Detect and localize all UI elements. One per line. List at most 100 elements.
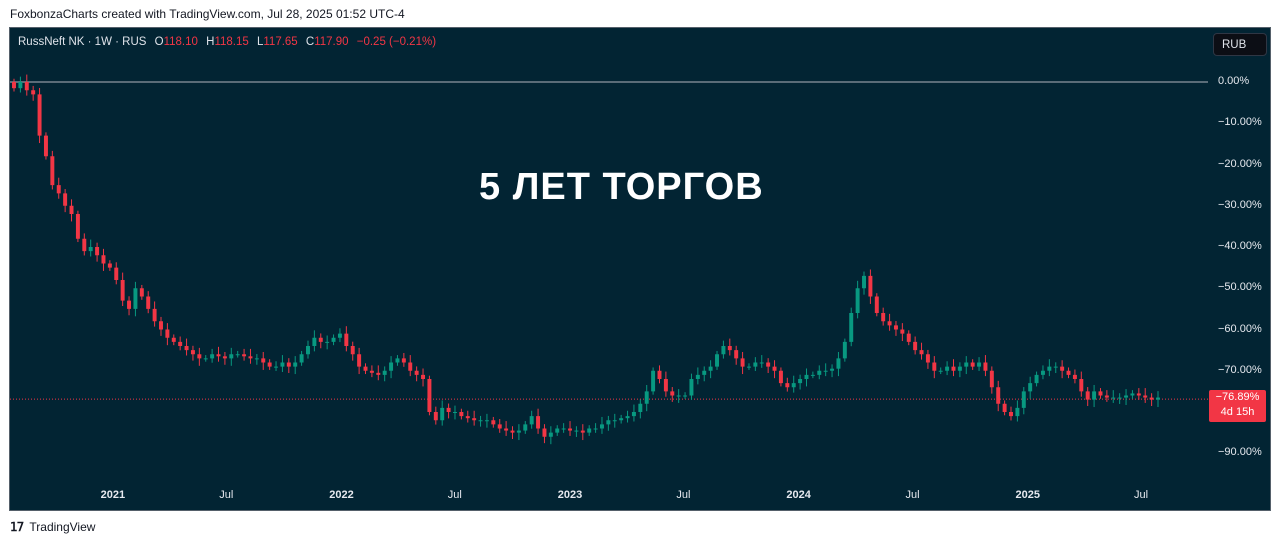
candle[interactable] [887,313,892,331]
candle[interactable] [139,284,144,300]
candle[interactable] [401,353,406,367]
candle[interactable] [830,364,835,378]
candle[interactable] [235,350,240,358]
candle[interactable] [50,150,55,190]
candle[interactable] [472,410,477,426]
candle[interactable] [286,358,291,374]
candle[interactable] [817,365,822,380]
candle[interactable] [478,415,483,427]
candle[interactable] [389,356,394,379]
candle[interactable] [977,357,982,371]
candle[interactable] [216,346,221,362]
candle[interactable] [491,416,496,428]
candle[interactable] [663,371,668,397]
candle[interactable] [318,333,323,349]
candle[interactable] [1028,376,1033,399]
candle[interactable] [893,321,898,336]
candle[interactable] [274,361,279,371]
candle[interactable] [919,342,924,360]
candle[interactable] [261,351,266,370]
candle[interactable] [43,132,48,160]
candle[interactable] [715,350,719,370]
currency-button[interactable]: RUB [1213,33,1267,56]
candle[interactable] [644,384,649,412]
symbol-label[interactable]: RussNeft NK · 1W · RUS [18,36,147,48]
candle[interactable] [862,271,866,295]
chart-plot[interactable] [10,28,1270,510]
candle[interactable] [293,356,298,375]
candle[interactable] [1002,400,1007,416]
candle[interactable] [657,365,662,384]
candle[interactable] [759,355,764,368]
candle[interactable] [427,375,432,416]
candle[interactable] [69,199,74,222]
candle[interactable] [1143,388,1148,403]
candle[interactable] [357,347,362,375]
candle[interactable] [1060,360,1065,379]
footer-brand[interactable]: 𝟣𝟩 TradingView [10,520,95,534]
candle[interactable] [325,335,330,350]
chart-frame[interactable]: RussNeft NK · 1W · RUS O118.10 H118.15 L… [9,27,1271,511]
candle[interactable] [766,358,771,374]
candle[interactable] [101,248,106,271]
candle[interactable] [350,341,355,361]
candle[interactable] [178,336,183,351]
candle[interactable] [146,291,151,314]
candle[interactable] [964,356,969,375]
candle[interactable] [63,189,68,213]
candle[interactable] [753,357,758,371]
candle[interactable] [785,377,790,392]
candle[interactable] [1111,390,1116,403]
candle[interactable] [504,421,509,436]
candle[interactable] [107,260,112,271]
candle[interactable] [1015,400,1020,422]
candle[interactable] [306,340,310,359]
candle[interactable] [1092,384,1097,408]
candle[interactable] [395,355,400,366]
candle[interactable] [56,177,61,199]
candle[interactable] [82,233,87,256]
candle[interactable] [75,210,80,243]
candle[interactable] [945,361,950,376]
candle[interactable] [906,330,911,346]
candle[interactable] [638,399,643,419]
candle[interactable] [459,408,464,420]
candle[interactable] [823,363,828,377]
candle[interactable] [18,76,23,93]
candle[interactable] [599,416,604,434]
candle[interactable] [95,242,100,262]
candle[interactable] [548,426,553,445]
candle[interactable] [900,323,905,342]
candle[interactable] [523,421,528,434]
candle[interactable] [1047,359,1052,377]
candle[interactable] [791,375,796,393]
candle[interactable] [708,360,713,379]
candle[interactable] [465,410,470,423]
candle[interactable] [1072,369,1077,384]
candle[interactable] [913,336,918,355]
candle[interactable] [1104,390,1109,402]
candle[interactable] [881,307,886,326]
candle[interactable] [593,423,598,433]
candle[interactable] [798,374,803,390]
candle[interactable] [689,373,694,400]
candle[interactable] [721,340,726,359]
candle[interactable] [842,338,847,362]
candle[interactable] [874,293,879,317]
candle[interactable] [497,419,502,433]
candle[interactable] [299,350,304,366]
candle[interactable] [606,415,611,431]
candle[interactable] [676,389,681,403]
candle[interactable] [254,354,259,365]
candle[interactable] [248,348,253,364]
candle[interactable] [849,307,854,347]
candle[interactable] [197,347,202,366]
candle[interactable] [957,362,962,378]
candle[interactable] [983,355,988,377]
candle[interactable] [484,413,489,428]
candle[interactable] [804,368,809,387]
candle[interactable] [120,272,125,306]
candle[interactable] [683,392,688,399]
candle[interactable] [951,359,956,377]
candle[interactable] [127,296,132,316]
